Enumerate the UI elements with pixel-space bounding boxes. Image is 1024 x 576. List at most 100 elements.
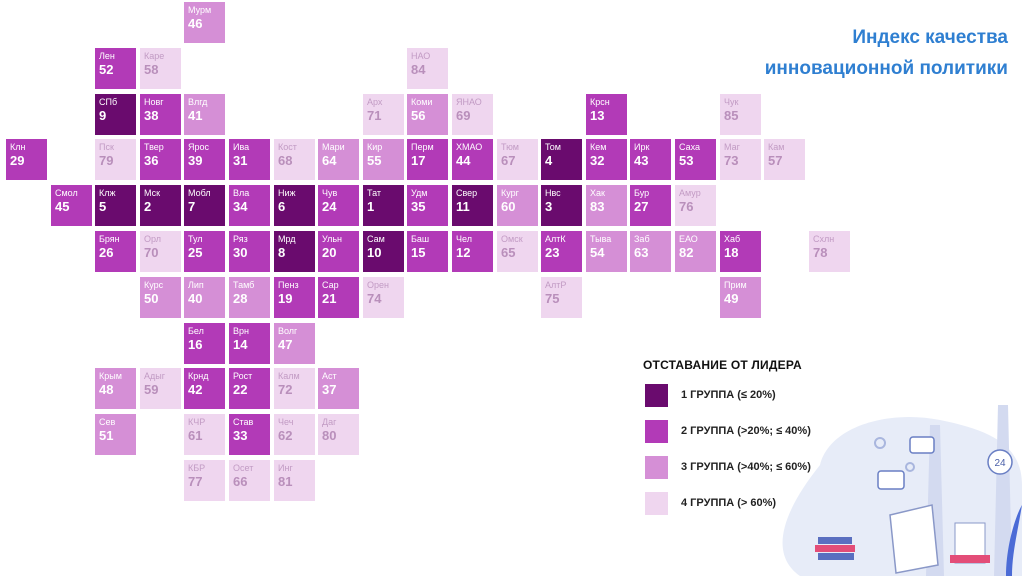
region-tile: Чеч 62: [274, 414, 315, 455]
region-tile: КЧР 61: [184, 414, 225, 455]
region-abbr: ХМАО: [456, 142, 483, 152]
legend-label: 1 ГРУППА (≤ 20%): [681, 389, 776, 401]
tower-icon: [994, 405, 1012, 576]
region-tile: Тул 25: [184, 231, 225, 272]
region-abbr: Ряз: [233, 234, 248, 244]
legend-label: 4 ГРУППА (> 60%): [681, 497, 777, 509]
region-rank: 36: [144, 153, 159, 168]
region-tile: Том 4: [541, 139, 582, 180]
region-rank: 22: [233, 382, 248, 397]
region-abbr: Чув: [322, 188, 338, 198]
title-line-1: Индекс качества: [852, 27, 1008, 48]
region-abbr: Схлн: [813, 234, 835, 244]
region-tile: Мрд 8: [274, 231, 315, 272]
region-rank: 65: [501, 245, 516, 260]
region-tile: Ульн 20: [318, 231, 359, 272]
region-abbr: Сев: [99, 417, 116, 427]
plant-icon: [1006, 505, 1022, 576]
region-rank: 81: [278, 474, 293, 489]
region-tile: Каре 58: [140, 48, 181, 89]
region-abbr: Чеч: [278, 417, 294, 427]
legend-swatch: [645, 420, 668, 443]
region-tile: Тамб 28: [229, 277, 270, 318]
region-rank: 5: [99, 199, 107, 214]
region-rank: 75: [545, 291, 560, 306]
region-tile: Смол 45: [51, 185, 92, 226]
region-abbr: Аст: [322, 371, 337, 381]
region-abbr: Вла: [233, 188, 250, 198]
region-abbr: Новг: [144, 97, 164, 107]
region-tile: Мобл 7: [184, 185, 225, 226]
region-abbr: Мари: [322, 142, 345, 152]
legend-label: 2 ГРУППА (>20%; ≤ 40%): [681, 425, 811, 437]
region-abbr: Осет: [233, 463, 254, 473]
region-rank: 69: [456, 108, 471, 123]
region-rank: 7: [188, 199, 196, 214]
region-tile: Клж 5: [95, 185, 136, 226]
region-abbr: Брян: [99, 234, 120, 244]
region-rank: 15: [411, 245, 426, 260]
region-tile: Волг 47: [274, 323, 315, 364]
region-rank: 4: [545, 153, 553, 168]
region-rank: 11: [456, 199, 470, 214]
region-rank: 1: [367, 199, 375, 214]
title-line-2: инновационной политики: [764, 58, 1008, 79]
region-rank: 43: [634, 153, 649, 168]
region-abbr: Став: [233, 417, 254, 427]
clock-24-icon: [987, 449, 1013, 475]
chat-bubble-icon: [909, 436, 935, 454]
region-abbr: Амур: [679, 188, 701, 198]
legend-swatch: [645, 384, 668, 407]
region-rank: 59: [144, 382, 159, 397]
region-rank: 21: [322, 291, 337, 306]
legend-label: 3 ГРУППА (>40%; ≤ 60%): [681, 461, 811, 473]
region-rank: 76: [679, 199, 694, 214]
region-tile: Твер 36: [140, 139, 181, 180]
region-rank: 84: [411, 62, 426, 77]
region-tile: Заб 63: [630, 231, 671, 272]
region-abbr: Хаб: [724, 234, 741, 244]
region-rank: 56: [411, 108, 426, 123]
region-rank: 46: [188, 16, 203, 31]
region-rank: 32: [590, 153, 605, 168]
legend-item-group-3: 3 ГРУППА (>40%; ≤ 60%): [643, 456, 873, 492]
region-abbr: Ива: [233, 142, 250, 152]
region-tile: Ряз 30: [229, 231, 270, 272]
region-abbr: Тамб: [233, 280, 255, 290]
region-abbr: Мурм: [188, 5, 212, 15]
region-tile: Чел 12: [452, 231, 493, 272]
region-rank: 63: [634, 245, 649, 260]
region-abbr: Чел: [456, 234, 472, 244]
region-rank: 61: [188, 428, 203, 443]
region-abbr: Сам: [367, 234, 385, 244]
region-tile: Лен 52: [95, 48, 136, 89]
region-abbr: ЯНАО: [456, 97, 482, 107]
region-tile: Удм 35: [407, 185, 448, 226]
region-rank: 38: [144, 108, 159, 123]
region-tile: КБР 77: [184, 460, 225, 501]
region-rank: 28: [233, 291, 248, 306]
region-abbr: Клж: [99, 188, 116, 198]
region-tile: Кир 55: [363, 139, 404, 180]
region-abbr: Инг: [278, 463, 293, 473]
region-rank: 80: [322, 428, 337, 443]
region-rank: 14: [233, 337, 248, 352]
region-abbr: Крым: [99, 371, 122, 381]
region-abbr: КБР: [188, 463, 206, 473]
region-rank: 12: [456, 245, 471, 260]
region-abbr: Смол: [55, 188, 78, 198]
region-abbr: Орл: [144, 234, 161, 244]
region-rank: 20: [322, 245, 337, 260]
region-abbr: Тул: [188, 234, 203, 244]
region-rank: 66: [233, 474, 248, 489]
region-abbr: Тюм: [501, 142, 519, 152]
region-abbr: Удм: [411, 188, 428, 198]
region-rank: 17: [411, 153, 426, 168]
region-abbr: АлтК: [545, 234, 566, 244]
region-tile: Чук 85: [720, 94, 761, 135]
legend-swatch: [645, 492, 668, 515]
region-tile: Новг 38: [140, 94, 181, 135]
region-tile: Даг 80: [318, 414, 359, 455]
region-abbr: Омск: [501, 234, 523, 244]
